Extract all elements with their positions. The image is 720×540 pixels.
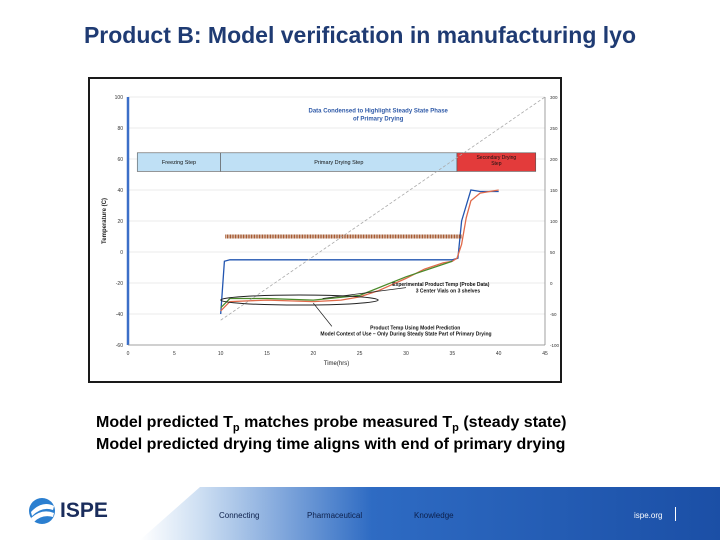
phase-label: Freezing Step bbox=[162, 160, 196, 166]
x-tick-label: 20 bbox=[311, 351, 317, 357]
ispe-logo-icon bbox=[29, 498, 55, 524]
series-line bbox=[220, 96, 546, 321]
ispe-logo-text: ISPE bbox=[60, 499, 108, 522]
chart-title: Data Condensed to Highlight Steady State… bbox=[309, 109, 449, 115]
caption-line-1-post: (steady state) bbox=[458, 414, 567, 431]
series-line bbox=[220, 189, 499, 312]
caption-line-1: Model predicted Tp matches probe measure… bbox=[96, 413, 696, 438]
x-tick-label: 25 bbox=[357, 351, 363, 357]
annotation-arrow bbox=[313, 302, 333, 327]
y2-tick-label: 50 bbox=[550, 250, 556, 255]
phase-label: Primary Drying Step bbox=[314, 160, 363, 166]
footer: Connecting Pharmaceutical Knowledge ispe… bbox=[0, 487, 720, 540]
footer-separator bbox=[675, 507, 676, 521]
y-tick-label: 0 bbox=[120, 250, 123, 256]
annotation-model-line-2: Model Context of Use – Only During Stead… bbox=[320, 332, 491, 338]
x-tick-label: 10 bbox=[218, 351, 224, 357]
series-line bbox=[220, 260, 453, 309]
footer-url[interactable]: ispe.org bbox=[634, 511, 663, 520]
y-tick-label: 100 bbox=[115, 95, 124, 101]
footer-bar bbox=[140, 487, 720, 540]
chart-svg: 100806040200-20-40-60300250200150100500-… bbox=[102, 95, 560, 367]
annotation-arrow bbox=[322, 287, 407, 299]
chart-title-line-2: of Primary Drying bbox=[353, 116, 404, 122]
footer-word-connecting: Connecting bbox=[219, 511, 260, 520]
x-tick-label: 5 bbox=[173, 351, 176, 357]
ispe-logo: ISPE bbox=[27, 496, 127, 532]
slide-title: Product B: Model verification in manufac… bbox=[83, 22, 637, 48]
highlight-ellipse bbox=[220, 294, 379, 306]
footer-word-pharmaceutical: Pharmaceutical bbox=[307, 511, 363, 520]
y-tick-label: 20 bbox=[117, 219, 123, 225]
caption-line-1-subscript: p bbox=[232, 422, 240, 435]
x-tick-label: 35 bbox=[450, 351, 456, 357]
y2-tick-label: 150 bbox=[550, 188, 558, 193]
x-tick-label: 40 bbox=[496, 351, 502, 357]
annotation-probe-data-line-2: 3 Center Vials on 3 shelves bbox=[416, 288, 481, 294]
footer-word-knowledge: Knowledge bbox=[414, 511, 454, 520]
x-tick-label: 30 bbox=[403, 351, 409, 357]
x-axis-label: Time(hrs) bbox=[324, 361, 349, 367]
caption-line-2: Model predicted drying time aligns with … bbox=[96, 436, 566, 453]
x-tick-label: 45 bbox=[542, 351, 548, 357]
y2-tick-label: 300 bbox=[550, 95, 558, 100]
phase-label: Secondary Drying bbox=[476, 155, 516, 161]
y-axis-label: Temperature (C) bbox=[102, 198, 108, 244]
y-tick-label: -20 bbox=[116, 281, 123, 287]
y-tick-label: 80 bbox=[117, 126, 123, 132]
caption-line-1-subscript-2: p bbox=[452, 422, 459, 435]
caption-line-1-mid: matches probe measured T bbox=[239, 414, 453, 431]
y2-tick-label: 100 bbox=[550, 219, 558, 224]
y-tick-label: -60 bbox=[116, 343, 123, 349]
annotation-probe-data: Experimental Product Temp (Probe Data) bbox=[392, 282, 489, 288]
chart-figure: 100 80 60 40 20 0 -20 -40 -60 300 250 200 150 100 50 0-… bbox=[88, 77, 562, 383]
y2-tick-label: -100 bbox=[550, 343, 560, 348]
y2-tick-label: 200 bbox=[550, 157, 558, 162]
x-tick-label: 0 bbox=[127, 351, 130, 357]
caption-line-1-pre: Model predicted T bbox=[96, 414, 233, 431]
y2-tick-label: -50 bbox=[550, 312, 557, 317]
phase-label: Step bbox=[491, 161, 502, 167]
y-tick-label: 60 bbox=[117, 157, 123, 163]
y-tick-label: 40 bbox=[117, 188, 123, 194]
annotation-model: Product Temp Using Model Prediction bbox=[370, 326, 460, 332]
x-tick-label: 15 bbox=[264, 351, 270, 357]
phase-box bbox=[456, 152, 537, 172]
y-tick-label: -40 bbox=[116, 312, 123, 318]
y2-tick-label: 250 bbox=[550, 126, 558, 131]
y2-tick-label: 0 bbox=[550, 281, 553, 286]
